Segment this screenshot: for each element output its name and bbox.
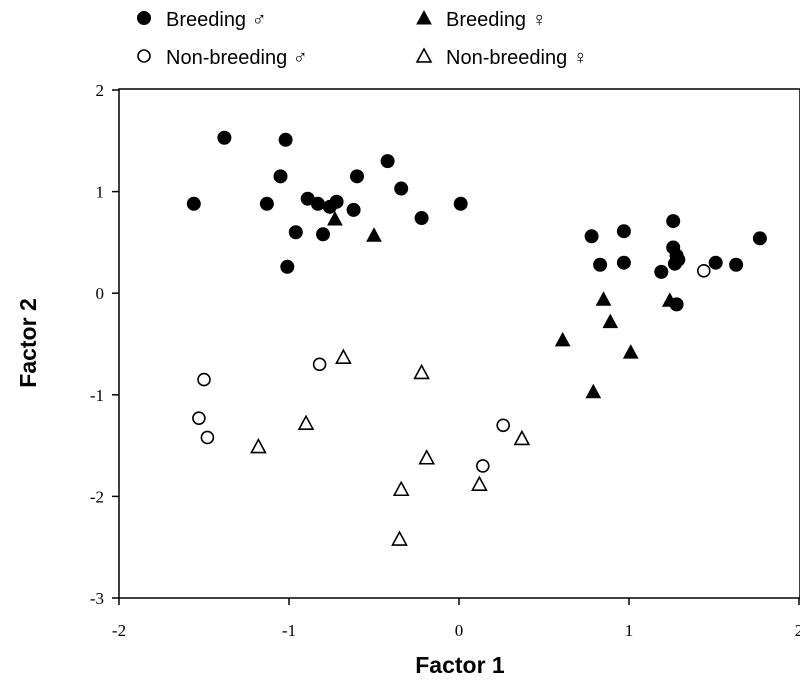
data-point [602, 313, 619, 329]
data-point [186, 196, 201, 211]
data-point [584, 229, 599, 244]
data-point [418, 449, 436, 465]
data-point [471, 475, 488, 491]
y-tick-label: 1 [96, 183, 105, 202]
data-point [661, 292, 678, 307]
legend-marker [415, 47, 433, 63]
series-1 [327, 210, 678, 399]
y-tick-label: 2 [96, 81, 105, 100]
data-point [346, 202, 361, 217]
data-point [414, 211, 429, 226]
x-axis-title: Factor 1 [415, 652, 505, 678]
data-point [327, 210, 343, 226]
data-point [278, 132, 293, 147]
data-point [671, 252, 686, 267]
series-0 [186, 130, 767, 312]
series-2 [192, 264, 711, 473]
data-point [259, 196, 274, 211]
data-point [708, 255, 723, 270]
data-point [616, 224, 631, 239]
data-point [513, 429, 531, 446]
x-tick-label: 0 [455, 621, 464, 640]
x-tick-label: 1 [625, 621, 634, 640]
x-tick-label: -1 [282, 621, 296, 640]
data-point [413, 363, 430, 380]
data-point [391, 530, 408, 546]
y-tick-label: -3 [90, 589, 104, 608]
data-point [666, 214, 681, 229]
legend-item: Non-breeding ♀ [415, 47, 588, 69]
x-tick-label: -2 [112, 621, 126, 640]
data-point [654, 264, 669, 279]
legend: Breeding ♂ Breeding ♀ Non-breeding ♂ Non-br… [137, 9, 588, 69]
legend-label: Breeding ♀ [446, 9, 547, 31]
data-point [335, 348, 352, 364]
plot-frame [118, 88, 800, 599]
data-point [622, 344, 639, 359]
legend-label: Non-breeding ♂ [166, 47, 308, 69]
data-point [217, 130, 232, 145]
data-point [696, 264, 711, 278]
legend-marker [137, 11, 151, 25]
legend-marker [137, 49, 151, 63]
data-point [752, 231, 767, 246]
data-point [593, 257, 608, 272]
data-point [329, 194, 344, 209]
data-point [197, 372, 211, 387]
data-point [595, 291, 612, 306]
legend-label: Breeding ♂ [166, 9, 267, 31]
data-point [297, 414, 315, 430]
data-point [192, 411, 206, 425]
data-point [394, 181, 409, 196]
legend-label: Non-breeding ♀ [446, 47, 588, 69]
data-point [366, 227, 382, 242]
data-point [729, 257, 744, 272]
legend-item: Breeding ♀ [416, 9, 547, 31]
data-point [350, 169, 364, 184]
series-3 [250, 348, 531, 546]
data-point [288, 225, 303, 240]
legend-item: Non-breeding ♂ [137, 47, 308, 69]
data-point [554, 331, 571, 347]
data-point [250, 437, 267, 454]
data-point [392, 480, 410, 497]
data-point [200, 430, 215, 445]
data-point [310, 196, 325, 211]
y-tick-label: -2 [90, 487, 104, 506]
data-point [453, 196, 468, 211]
y-axis-title: Factor 2 [15, 298, 41, 387]
y-tick-label: -1 [90, 386, 104, 405]
data-point [616, 255, 631, 270]
data-point [496, 418, 511, 433]
data-points [186, 130, 767, 546]
data-point [475, 459, 490, 473]
legend-item: Breeding ♂ [137, 9, 267, 31]
data-point [273, 169, 288, 184]
data-point [312, 357, 327, 372]
axis-ticks: -2 -1 0 1 2 2 1 0 -1 -2 -3 [90, 81, 800, 640]
y-tick-label: 0 [96, 284, 105, 303]
data-point [380, 154, 395, 169]
legend-marker [416, 9, 432, 25]
data-point [280, 259, 295, 274]
x-tick-label: 2 [795, 621, 800, 640]
data-point [316, 227, 330, 242]
data-point [585, 383, 602, 399]
